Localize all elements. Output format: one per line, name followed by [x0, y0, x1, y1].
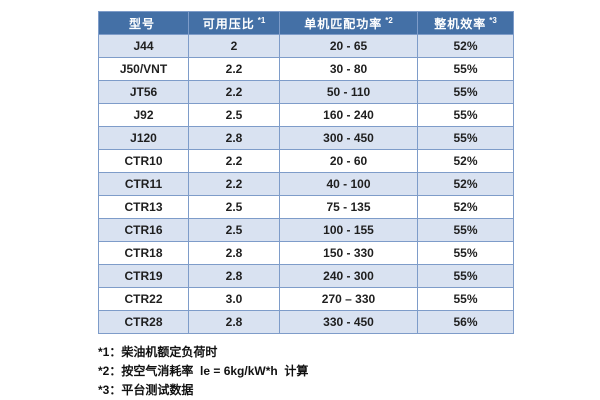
- column-header-efficiency: 整机效率 *3: [417, 11, 514, 35]
- cell-power-range: 20 - 65: [279, 34, 418, 58]
- table-row: CTR10 2.2 20 - 60 52%: [98, 149, 514, 173]
- cell-model: J92: [98, 103, 189, 127]
- table-row: CTR18 2.8 150 - 330 55%: [98, 241, 514, 265]
- cell-power-range: 150 - 330: [279, 241, 418, 265]
- cell-pressure-ratio: 2.5: [188, 103, 280, 127]
- table-row: JT56 2.2 50 - 110 55%: [98, 80, 514, 104]
- cell-efficiency: 55%: [417, 287, 514, 311]
- cell-efficiency: 55%: [417, 126, 514, 150]
- table-row: J92 2.5 160 - 240 55%: [98, 103, 514, 127]
- cell-model: J50/VNT: [98, 57, 189, 81]
- header-row: 型号 可用压比 *1 单机匹配功率 *2 整机效率 *3: [98, 11, 514, 35]
- cell-efficiency: 55%: [417, 218, 514, 242]
- cell-efficiency: 52%: [417, 172, 514, 196]
- column-header-model: 型号: [98, 11, 189, 35]
- table-row: CTR19 2.8 240 - 300 55%: [98, 264, 514, 288]
- cell-pressure-ratio: 2.8: [188, 126, 280, 150]
- column-header-power-range-label: 单机匹配功率: [304, 16, 383, 31]
- cell-power-range: 40 - 100: [279, 172, 418, 196]
- column-header-efficiency-label: 整机效率: [434, 16, 487, 31]
- footnotes: *1：柴油机额定负荷时 *2：按空气消耗率 le = 6kg/kW*h 计算 *…: [98, 343, 308, 400]
- table-row: CTR28 2.8 330 - 450 56%: [98, 310, 514, 334]
- table-row: CTR16 2.5 100 - 155 55%: [98, 218, 514, 242]
- cell-model: CTR10: [98, 149, 189, 173]
- table-row: CTR11 2.2 40 - 100 52%: [98, 172, 514, 196]
- footnote-2: *2：按空气消耗率 le = 6kg/kW*h 计算: [98, 364, 309, 378]
- table-row: CTR22 3.0 270 – 330 55%: [98, 287, 514, 311]
- cell-pressure-ratio: 3.0: [188, 287, 280, 311]
- table-row: J120 2.8 300 - 450 55%: [98, 126, 514, 150]
- cell-efficiency: 55%: [417, 57, 514, 81]
- cell-pressure-ratio: 2.5: [188, 218, 280, 242]
- cell-pressure-ratio: 2.8: [188, 241, 280, 265]
- table-row: J50/VNT 2.2 30 - 80 55%: [98, 57, 514, 81]
- cell-pressure-ratio: 2.2: [188, 57, 280, 81]
- footnote-marker: *3: [489, 15, 497, 25]
- cell-efficiency: 52%: [417, 34, 514, 58]
- cell-pressure-ratio: 2.5: [188, 195, 280, 219]
- footnote-3: *3：平台测试数据: [98, 383, 194, 397]
- cell-power-range: 50 - 110: [279, 80, 418, 104]
- cell-pressure-ratio: 2.2: [188, 149, 280, 173]
- column-header-pressure-ratio-label: 可用压比: [202, 16, 255, 31]
- cell-efficiency: 55%: [417, 264, 514, 288]
- footnote-1: *1：柴油机额定负荷时: [98, 345, 218, 359]
- cell-pressure-ratio: 2.8: [188, 264, 280, 288]
- cell-power-range: 240 - 300: [279, 264, 418, 288]
- column-header-power-range: 单机匹配功率 *2: [279, 11, 418, 35]
- cell-model: CTR18: [98, 241, 189, 265]
- cell-model: CTR22: [98, 287, 189, 311]
- footnote-marker: *1: [257, 15, 266, 25]
- table-row: CTR13 2.5 75 - 135 52%: [98, 195, 514, 219]
- cell-efficiency: 52%: [417, 149, 514, 173]
- cell-power-range: 75 - 135: [279, 195, 418, 219]
- cell-model: CTR13: [98, 195, 189, 219]
- cell-power-range: 330 - 450: [279, 310, 418, 334]
- cell-power-range: 30 - 80: [279, 57, 418, 81]
- cell-efficiency: 55%: [417, 103, 514, 127]
- table-row: J44 2 20 - 65 52%: [98, 34, 514, 58]
- footnote-marker: *2: [385, 15, 393, 25]
- cell-power-range: 270 – 330: [279, 287, 418, 311]
- cell-model: CTR11: [98, 172, 189, 196]
- cell-pressure-ratio: 2.2: [188, 80, 280, 104]
- spec-table: 型号 可用压比 *1 单机匹配功率 *2 整机效率 *3 J44 2 20 - 65 …: [98, 11, 514, 334]
- cell-model: J120: [98, 126, 189, 150]
- cell-power-range: 300 - 450: [279, 126, 418, 150]
- cell-power-range: 100 - 155: [279, 218, 418, 242]
- cell-model: CTR28: [98, 310, 189, 334]
- cell-pressure-ratio: 2: [188, 34, 280, 58]
- cell-model: J44: [98, 34, 189, 58]
- column-header-model-label: 型号: [128, 16, 155, 31]
- cell-power-range: 160 - 240: [279, 103, 418, 127]
- cell-efficiency: 55%: [417, 241, 514, 265]
- column-header-pressure-ratio: 可用压比 *1: [188, 11, 280, 35]
- cell-pressure-ratio: 2.8: [188, 310, 280, 334]
- cell-model: CTR16: [98, 218, 189, 242]
- cell-efficiency: 55%: [417, 80, 514, 104]
- cell-efficiency: 52%: [417, 195, 514, 219]
- cell-power-range: 20 - 60: [279, 149, 418, 173]
- cell-model: CTR19: [98, 264, 189, 288]
- cell-efficiency: 56%: [417, 310, 514, 334]
- cell-model: JT56: [98, 80, 189, 104]
- cell-pressure-ratio: 2.2: [188, 172, 280, 196]
